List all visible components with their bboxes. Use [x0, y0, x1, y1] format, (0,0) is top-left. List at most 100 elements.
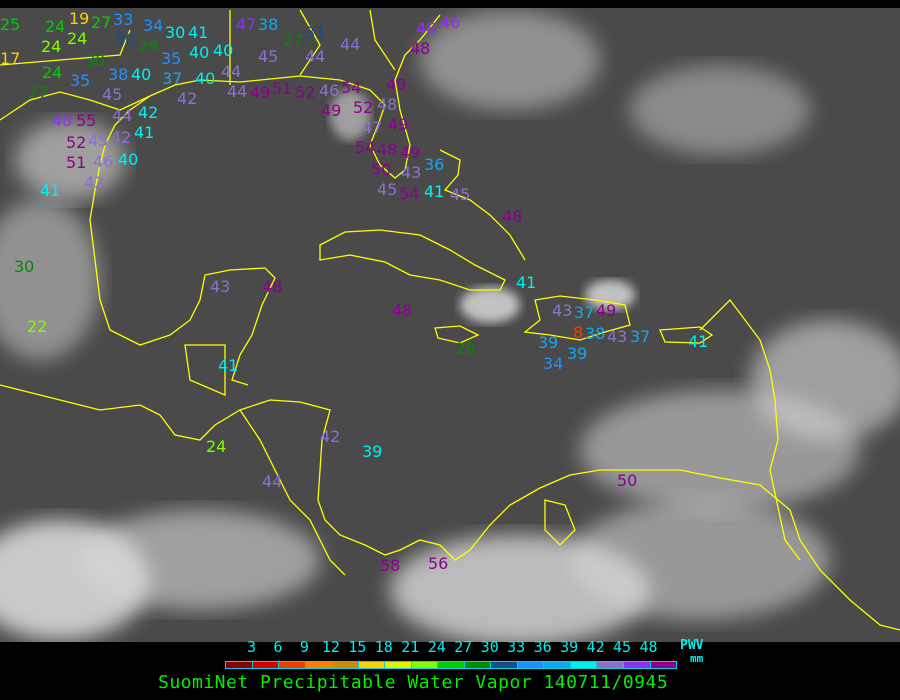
- station-pwv-value: 38: [108, 65, 128, 84]
- station-pwv-value: 40: [118, 150, 138, 169]
- station-pwv-value: 49: [388, 115, 408, 134]
- station-pwv-value: 27: [91, 13, 111, 32]
- station-pwv-value: 43: [401, 163, 421, 182]
- station-pwv-value: 39: [567, 344, 587, 363]
- station-pwv-value: 50: [371, 160, 391, 179]
- station-pwv-value: 54: [355, 138, 375, 157]
- station-pwv-value: 44: [340, 35, 360, 54]
- legend-tick-label: 12: [321, 638, 340, 656]
- legend-tick-label: 30: [480, 638, 499, 656]
- station-pwv-value: 51: [66, 153, 86, 172]
- legend-tick-label: 39: [560, 638, 579, 656]
- station-pwv-value: 45: [450, 185, 470, 204]
- station-pwv-value: 52: [295, 83, 315, 102]
- station-pwv-value: 49: [596, 301, 616, 320]
- station-pwv-value: 45: [102, 85, 122, 104]
- station-pwv-value: 39: [538, 333, 558, 352]
- legend-swatch: [305, 662, 333, 668]
- legend-swatch: [597, 662, 624, 668]
- station-pwv-value: 27: [28, 83, 48, 102]
- legend-swatch: [332, 662, 359, 668]
- legend-tick-label: 27: [454, 638, 473, 656]
- station-pwv-value: 52: [353, 98, 373, 117]
- station-pwv-value: 48: [52, 111, 72, 130]
- station-pwv-value: 42: [177, 89, 197, 108]
- legend-units-bottom: mm: [690, 652, 704, 665]
- station-pwv-value: 37: [574, 303, 594, 322]
- legend-swatch: [438, 662, 465, 668]
- station-pwv-value: 54: [399, 184, 419, 203]
- pwv-legend: 3 6 9 12 15 18 21 24 27 30 33 36 39 42 45 48 PWV mm: [0, 638, 900, 700]
- station-pwv-value: 41: [424, 182, 444, 201]
- station-pwv-value: 48: [410, 39, 430, 58]
- legend-swatch: [464, 662, 492, 668]
- station-pwv-value: 56: [428, 554, 448, 573]
- legend-colorbar: [225, 661, 677, 669]
- station-pwv-value: 50: [617, 471, 637, 490]
- station-pwv-value: 25: [0, 15, 20, 34]
- station-pwv-value: 47: [236, 15, 256, 34]
- legend-swatch: [544, 662, 571, 668]
- legend-swatch: [570, 662, 598, 668]
- station-pwv-value: 34: [543, 354, 563, 373]
- product-title: SuomiNet Precipitable Water Vapor 140711…: [158, 672, 669, 693]
- station-pwv-value: 41: [516, 273, 536, 292]
- station-pwv-value: 41: [688, 332, 708, 351]
- station-pwv-value: 34: [143, 16, 163, 35]
- station-pwv-value: 36: [424, 155, 444, 174]
- station-pwv-value: 35: [161, 49, 181, 68]
- station-pwv-value: 43: [210, 277, 230, 296]
- station-pwv-value: 24: [67, 29, 87, 48]
- station-pwv-value: 42: [138, 103, 158, 122]
- legend-swatch: [279, 662, 306, 668]
- station-pwv-value: 44: [227, 82, 247, 101]
- legend-swatch: [411, 662, 439, 668]
- cloud-layer: [0, 10, 900, 642]
- station-pwv-value: 45: [88, 131, 108, 150]
- station-pwv-value: 49: [321, 101, 341, 120]
- station-pwv-value: 45: [377, 180, 397, 199]
- station-pwv-value: 37: [162, 69, 182, 88]
- station-pwv-value: 33: [113, 10, 133, 29]
- legend-swatch: [517, 662, 545, 668]
- legend-tick-label: 3: [246, 638, 256, 656]
- station-pwv-value: 48: [392, 301, 412, 320]
- station-pwv-value: 46: [93, 152, 113, 171]
- station-pwv-value: 46: [319, 81, 339, 100]
- station-pwv-value: 40: [131, 65, 151, 84]
- station-pwv-value: 52: [66, 133, 86, 152]
- legend-tick-label: 18: [374, 638, 393, 656]
- station-pwv-value: 42: [320, 427, 340, 446]
- station-pwv-value: 47: [362, 118, 382, 137]
- station-pwv-value: 43: [607, 327, 627, 346]
- station-pwv-value: 43: [552, 301, 572, 320]
- legend-tick-label: 42: [586, 638, 605, 656]
- station-pwv-value: 27: [283, 31, 303, 50]
- station-pwv-value: 30: [85, 51, 105, 70]
- station-pwv-value: 40: [213, 41, 233, 60]
- station-pwv-value: 38: [258, 15, 278, 34]
- coastlines: [0, 9, 900, 631]
- legend-tick-label: 36: [533, 638, 552, 656]
- station-pwv-value: 29: [455, 339, 475, 358]
- station-pwv-value: 24: [41, 37, 61, 56]
- station-pwv-value: 45: [258, 47, 278, 66]
- station-pwv-value: 41: [134, 123, 154, 142]
- legend-swatch: [358, 662, 386, 668]
- station-pwv-value: 24: [206, 437, 226, 456]
- legend-tick-label: 33: [507, 638, 526, 656]
- station-pwv-value: 24: [45, 17, 65, 36]
- legend-tick-label: 48: [639, 638, 658, 656]
- legend-tick-label: 15: [348, 638, 367, 656]
- station-pwv-value: 24: [42, 63, 62, 82]
- station-pwv-value: 48: [416, 19, 436, 38]
- station-pwv-value: 37: [630, 327, 650, 346]
- station-pwv-value: 19: [69, 9, 89, 28]
- station-pwv-value: 44: [262, 472, 282, 491]
- station-pwv-value: 55: [76, 111, 96, 130]
- station-pwv-value: 48: [377, 95, 397, 114]
- station-pwv-value: 42: [84, 173, 104, 192]
- station-pwv-value: 40: [195, 69, 215, 88]
- legend-tick-label: 21: [401, 638, 420, 656]
